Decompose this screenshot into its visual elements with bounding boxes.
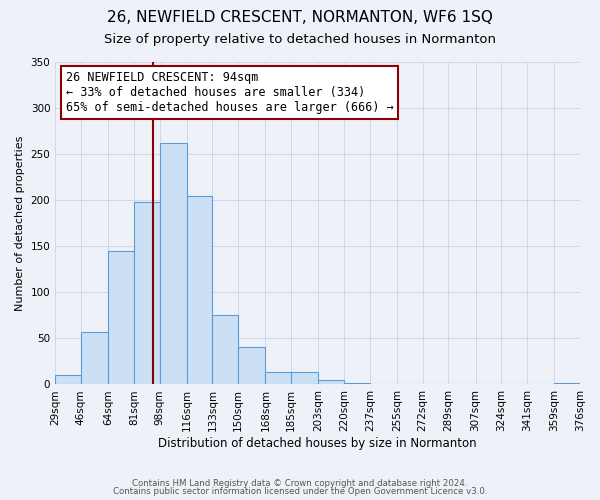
Bar: [81, 332, 108, 384]
Bar: [212, 316, 238, 384]
Bar: [265, 372, 291, 384]
Text: Size of property relative to detached houses in Normanton: Size of property relative to detached ho…: [104, 32, 496, 46]
Bar: [238, 346, 265, 385]
Text: 26, NEWFIELD CRESCENT, NORMANTON, WF6 1SQ: 26, NEWFIELD CRESCENT, NORMANTON, WF6 1S…: [107, 10, 493, 25]
Bar: [344, 382, 370, 384]
Text: Contains HM Land Registry data © Crown copyright and database right 2024.: Contains HM Land Registry data © Crown c…: [132, 478, 468, 488]
Y-axis label: Number of detached properties: Number of detached properties: [15, 136, 25, 310]
Bar: [108, 250, 134, 384]
Bar: [187, 196, 212, 384]
Bar: [554, 382, 580, 384]
Bar: [134, 202, 160, 384]
Bar: [291, 372, 319, 384]
Bar: [160, 142, 187, 384]
Bar: [319, 380, 344, 384]
Text: Contains public sector information licensed under the Open Government Licence v3: Contains public sector information licen…: [113, 487, 487, 496]
Text: 26 NEWFIELD CRESCENT: 94sqm
← 33% of detached houses are smaller (334)
65% of se: 26 NEWFIELD CRESCENT: 94sqm ← 33% of det…: [65, 71, 394, 114]
Bar: [55, 375, 81, 384]
X-axis label: Distribution of detached houses by size in Normanton: Distribution of detached houses by size …: [158, 437, 477, 450]
